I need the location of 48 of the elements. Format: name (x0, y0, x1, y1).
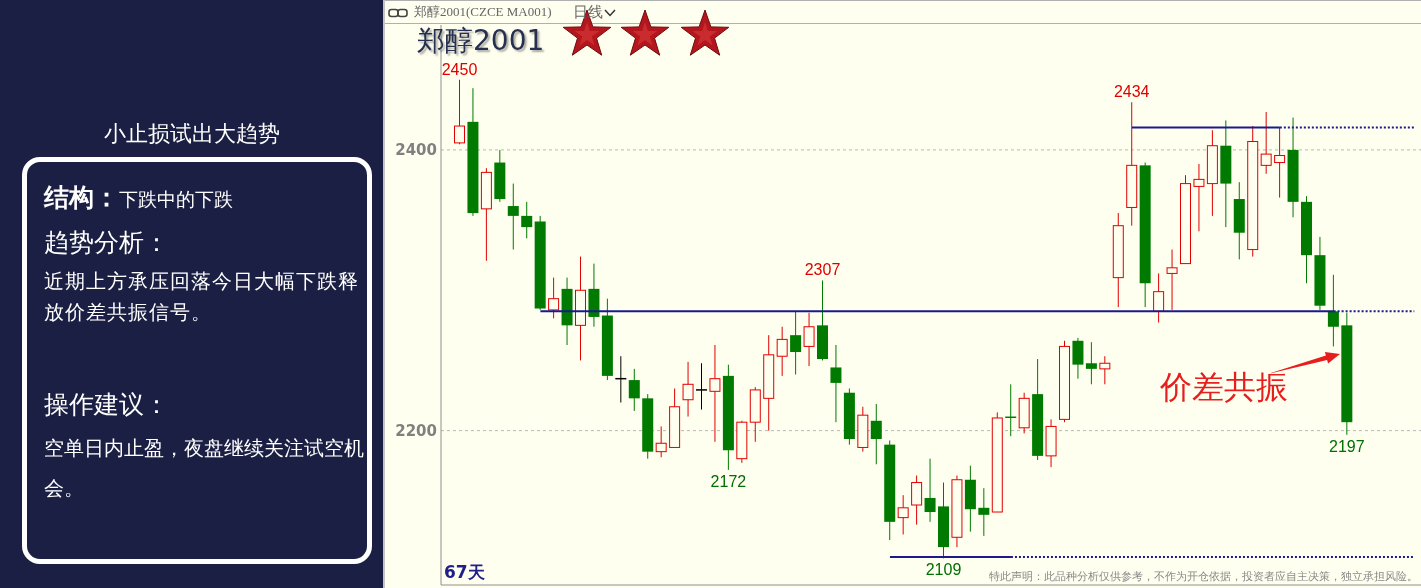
text: 空单日内止盈，夜盘继续关注试空机会。 (44, 435, 365, 502)
candlestick (1166, 249, 1178, 311)
annotation: 2450 (441, 60, 478, 78)
annotation: 2172 (710, 472, 747, 490)
candlestick (695, 362, 708, 411)
chart-title: 郑醇2001 (417, 24, 545, 57)
candlestick (682, 361, 694, 418)
candlestick (1085, 341, 1097, 385)
candlestick (1099, 355, 1111, 385)
candlestick (1260, 111, 1272, 175)
annotation: 67天 (444, 561, 485, 584)
chart-subtitle: 郑醇2001(CZCE MA001) (414, 3, 552, 21)
candlestick (1327, 274, 1339, 347)
text: 日线 (573, 3, 603, 22)
text: 结构： (44, 182, 119, 214)
candlestick (507, 183, 519, 251)
candlestick (1072, 337, 1084, 380)
candlestick (1274, 126, 1286, 199)
candlestick (830, 344, 842, 423)
candlestick (870, 403, 882, 465)
annotation: 2197 (1329, 437, 1365, 455)
text: 近期上方承压回落今日大幅下跌释放价差共振信号。 (44, 268, 360, 326)
candlestick (790, 310, 802, 375)
candlestick (1153, 272, 1165, 324)
candlestick (911, 475, 923, 526)
candlestick (709, 344, 721, 443)
candlestick (548, 277, 560, 319)
text: 下跌中的下跌 (119, 187, 233, 212)
candlestick (628, 368, 640, 412)
candlestick (924, 458, 936, 523)
annotation: 2307 (804, 261, 841, 279)
candlestick (521, 201, 533, 239)
text: 小止损试出大趋势 (102, 120, 281, 148)
candlestick (776, 326, 788, 377)
candlestick (897, 494, 909, 535)
annotation: 特此声明：此品种分析仅供参考，不作为开仓依据，投资者应自主决策，独立承担风险。 (989, 569, 1418, 583)
annotation: 2434 (1113, 83, 1150, 101)
candlestick (1193, 163, 1205, 232)
annotation: 2109 (925, 561, 962, 579)
candlestick (655, 425, 667, 458)
text: 趋势分析： (44, 227, 169, 259)
text: 操作建议： (44, 389, 169, 421)
candlestick (978, 487, 990, 537)
y-tick-label: 2200 (395, 421, 437, 440)
y-tick-label: 2400 (395, 141, 437, 160)
candlestick (454, 79, 465, 145)
candlestick (803, 312, 815, 367)
annotation: 价差共振 (1160, 367, 1288, 408)
